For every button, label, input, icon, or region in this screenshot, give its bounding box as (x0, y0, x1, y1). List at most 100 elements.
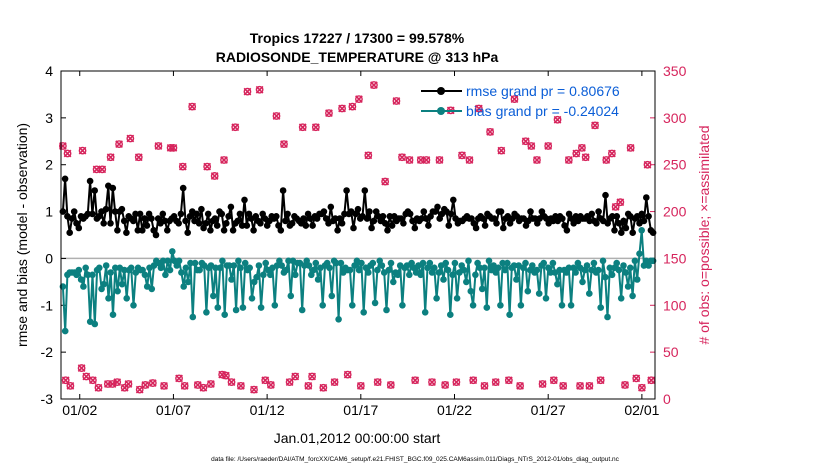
obs-possible-marker (103, 380, 112, 388)
rmse-series-point (595, 208, 602, 215)
obs-assimilated-marker (364, 151, 373, 160)
bias-series-point (260, 271, 267, 279)
y-right-tick-label: 150 (663, 250, 687, 266)
bias-series-point (157, 264, 165, 272)
bias-series-point (624, 283, 632, 290)
obs-possible-marker (126, 134, 135, 143)
obs-possible-marker (416, 156, 425, 164)
obs-assimilated-marker (199, 383, 208, 392)
obs-count-marker (411, 376, 420, 385)
obs-assimilated-marker (126, 134, 135, 143)
obs-assimilated-marker (486, 128, 494, 136)
rmse-series-point (143, 222, 151, 229)
y-left-tick-label: 4 (45, 63, 53, 79)
obs-assimilated-marker (591, 121, 599, 130)
obs-count-marker (585, 381, 594, 390)
bias-series-point (61, 327, 69, 335)
obs-assimilated-marker (559, 382, 568, 390)
obs-possible-marker (178, 162, 187, 171)
bias-series-point (485, 257, 493, 265)
obs-assimilated-marker (82, 372, 91, 381)
obs-assimilated-marker (504, 376, 513, 385)
bias-series-point (426, 259, 434, 267)
obs-count-marker (236, 381, 245, 390)
bias-series-point (221, 311, 228, 319)
rmse-series-point (618, 229, 625, 236)
x-tick-label: 02/01 (624, 402, 659, 418)
rmse-series-point (164, 227, 171, 234)
bias-series-point (586, 290, 593, 297)
obs-count-marker (581, 153, 590, 162)
bias-series-point (310, 266, 317, 274)
obs-possible-marker (160, 381, 168, 390)
bias-series-point (558, 302, 566, 309)
obs-count-marker (386, 381, 395, 389)
obs-possible-marker (106, 153, 115, 162)
rmse-series-point (107, 220, 114, 227)
x-tick-label: 01/22 (437, 402, 472, 418)
bias-series-point (524, 287, 532, 295)
obs-possible-marker (319, 383, 328, 392)
obs-possible-marker (88, 376, 97, 385)
obs-count-marker (221, 371, 230, 380)
bias-series-point (228, 276, 235, 283)
rmse-series-point (204, 210, 212, 218)
rmse-series-point (102, 205, 110, 213)
bias-series-point (501, 266, 509, 274)
obs-assimilated-marker (386, 381, 395, 389)
rmse-series-point (450, 196, 457, 204)
x-tick-label: 01/17 (343, 402, 378, 418)
bias-series-point (565, 264, 573, 272)
obs-assimilated-marker (160, 382, 168, 390)
bias-series-point (355, 266, 363, 274)
rmse-series-point (420, 208, 428, 215)
obs-assimilated-marker (516, 382, 524, 390)
obs-count-marker (441, 381, 450, 389)
rmse-series-point (229, 227, 237, 234)
bias-series-point (164, 257, 171, 265)
rmse-series-point (400, 220, 407, 227)
y-left-tick-label: 0 (45, 250, 53, 266)
obs-count-marker (381, 177, 390, 186)
rmse-series-point (223, 220, 230, 227)
obs-count-marker (626, 143, 635, 152)
obs-assimilated-marker (203, 162, 212, 171)
obs-count-marker (175, 374, 183, 383)
obs-possible-marker (113, 378, 122, 387)
obs-possible-marker (338, 104, 346, 113)
obs-possible-marker (266, 381, 275, 389)
obs-count-marker (576, 381, 584, 390)
obs-count-marker (572, 149, 581, 158)
obs-count-marker (348, 102, 357, 111)
bias-series-point (298, 306, 306, 314)
obs-possible-marker (169, 143, 178, 152)
obs-possible-marker (591, 121, 599, 130)
bias-series-point (187, 259, 194, 267)
rmse-series-point (152, 231, 160, 239)
bias-series-point (182, 264, 190, 272)
rmse-series-point (384, 227, 391, 234)
bias-series-point (162, 271, 169, 279)
bias-series-point (191, 259, 199, 267)
bias-series-point (449, 271, 456, 279)
obs-possible-marker (632, 374, 641, 383)
obs-count-marker (250, 385, 258, 394)
rmse-series-point (184, 229, 191, 236)
bias-series-point (451, 259, 459, 267)
obs-assimilated-marker (98, 165, 107, 174)
rmse-series-point (327, 203, 335, 211)
bias-series-point (554, 280, 561, 288)
obs-count-marker (527, 142, 536, 150)
obs-possible-marker (392, 97, 401, 105)
x-axis-label: Jan.01,2012 00:00:00 start (274, 430, 441, 446)
bias-series-point (602, 273, 609, 281)
bias-series-point (419, 259, 427, 267)
obs-assimilated-marker (220, 156, 228, 164)
obs-assimilated-marker (115, 140, 123, 148)
obs-count-marker (255, 85, 264, 94)
obs-assimilated-marker (585, 382, 594, 390)
obs-count-marker (343, 370, 352, 379)
footer-data-file: data file: /Users/raeder/DAI/ATM_forcXX/… (211, 456, 620, 463)
rmse-series-point (368, 224, 375, 232)
bias-series-point (82, 264, 89, 272)
